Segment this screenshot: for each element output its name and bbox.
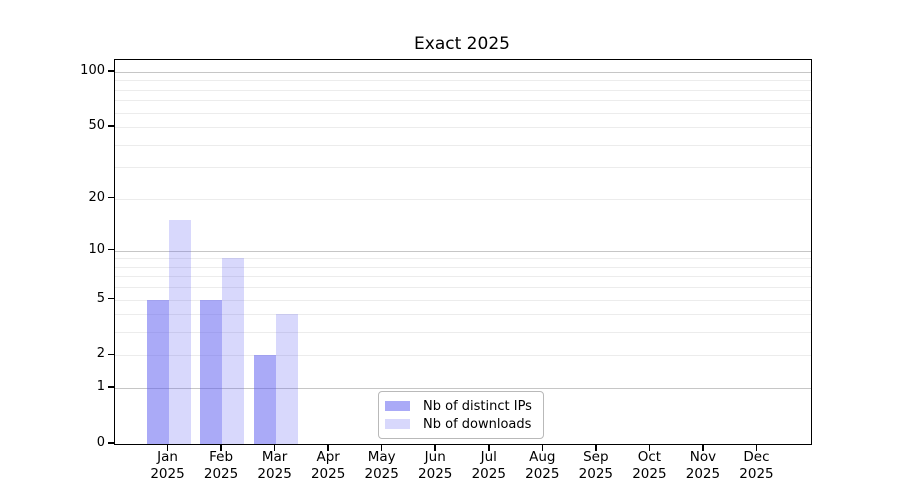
legend-item: Nb of downloads: [385, 415, 535, 433]
minor-gridline: [115, 198, 811, 200]
y-tick-label: 1: [96, 379, 105, 395]
x-tick-mark: [166, 444, 169, 451]
minor-gridline: [115, 299, 811, 301]
y-tick-label: 10: [88, 241, 105, 257]
x-tick-label: Jul 2025: [471, 449, 506, 482]
y-tick-mark: [108, 353, 114, 356]
minor-gridline: [115, 100, 811, 102]
minor-gridline: [115, 276, 811, 278]
x-tick-mark: [648, 444, 651, 451]
plot-area: [114, 59, 812, 445]
minor-gridline: [115, 126, 811, 128]
x-tick-label: May 2025: [364, 449, 399, 482]
x-tick-mark: [327, 444, 329, 451]
minor-gridline: [115, 287, 811, 289]
major-gridline: [115, 71, 811, 73]
y-tick-label: 50: [88, 117, 105, 133]
y-tick-mark: [108, 70, 114, 72]
bar-downloads: [222, 258, 245, 444]
x-tick-label: Jun 2025: [418, 449, 453, 482]
bar-downloads: [168, 220, 191, 444]
y-tick-label: 5: [96, 290, 105, 306]
y-tick-mark: [108, 125, 114, 127]
bar-distinct-ips: [253, 355, 276, 444]
minor-gridline: [115, 258, 811, 260]
y-tick-label: 100: [80, 62, 105, 78]
minor-gridline: [115, 355, 811, 357]
x-tick-mark: [541, 444, 544, 451]
x-tick-label: Aug 2025: [525, 449, 560, 482]
x-tick-label: Apr 2025: [310, 449, 346, 482]
x-tick-label: Feb 2025: [203, 449, 239, 482]
chart-title: Exact 2025: [414, 34, 510, 54]
minor-gridline: [115, 167, 811, 169]
x-tick-mark: [488, 444, 490, 451]
x-tick-mark: [273, 444, 276, 451]
x-tick-mark: [702, 444, 704, 451]
x-tick-label: Sep 2025: [578, 449, 614, 482]
x-tick-mark: [595, 444, 597, 451]
x-tick-label: Mar 2025: [257, 449, 292, 482]
legend-item: Nb of distinct IPs: [385, 397, 535, 415]
legend-label: Nb of distinct IPs: [423, 398, 532, 414]
y-tick-label: 0: [96, 435, 105, 450]
minor-gridline: [115, 112, 811, 114]
bar-distinct-ips: [146, 299, 169, 444]
y-tick-mark: [108, 248, 114, 251]
bar-downloads: [275, 314, 298, 444]
y-tick-mark: [108, 297, 114, 300]
legend: Nb of distinct IPs Nb of downloads: [378, 391, 544, 439]
minor-gridline: [115, 332, 811, 334]
y-tick-label: 2: [96, 346, 105, 362]
y-tick-label: 20: [88, 189, 105, 205]
major-gridline: [115, 250, 811, 252]
x-tick-mark: [434, 444, 436, 451]
y-tick-mark: [108, 442, 114, 444]
minor-gridline: [115, 80, 811, 82]
legend-swatch-downloads: [385, 419, 410, 429]
x-tick-label: Jan 2025: [150, 449, 185, 482]
minor-gridline: [115, 266, 811, 268]
minor-gridline: [115, 314, 811, 316]
major-gridline: [115, 388, 811, 390]
x-tick-mark: [220, 444, 222, 451]
x-tick-label: Nov 2025: [685, 449, 721, 482]
legend-swatch-distinct-ips: [385, 401, 410, 411]
minor-gridline: [115, 89, 811, 91]
minor-gridline: [115, 144, 811, 146]
y-tick-mark: [108, 196, 114, 199]
legend-label: Nb of downloads: [423, 416, 532, 432]
x-tick-label: Dec 2025: [739, 449, 774, 482]
y-tick-mark: [108, 386, 114, 388]
x-tick-label: Oct 2025: [632, 449, 667, 482]
x-tick-mark: [755, 444, 758, 451]
bar-distinct-ips: [200, 299, 223, 444]
x-tick-mark: [380, 444, 383, 451]
